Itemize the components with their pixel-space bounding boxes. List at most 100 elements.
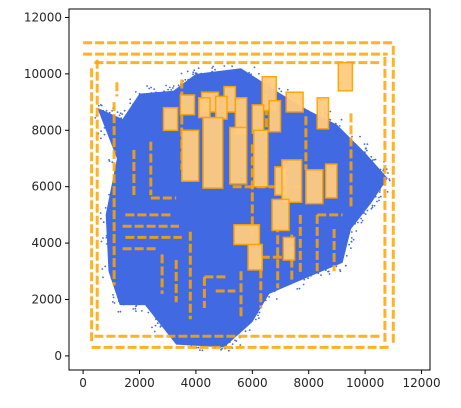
data-point <box>129 102 132 105</box>
data-point <box>100 137 102 140</box>
data-point <box>135 304 138 306</box>
data-point <box>335 127 338 130</box>
data-point <box>151 311 154 314</box>
data-point <box>280 90 283 93</box>
data-point <box>180 72 183 75</box>
data-point <box>122 299 124 302</box>
data-point <box>214 68 216 71</box>
data-point <box>360 217 362 220</box>
data-point <box>147 311 150 314</box>
plot-frame <box>68 8 431 371</box>
data-point <box>257 317 260 320</box>
data-point <box>110 277 113 280</box>
data-point <box>363 212 365 215</box>
data-point <box>150 86 153 89</box>
data-point <box>117 300 120 303</box>
data-point <box>211 67 214 69</box>
data-point <box>134 307 137 310</box>
y-tick-label: 10000 <box>24 67 62 81</box>
data-point <box>116 171 119 173</box>
plot-area <box>83 41 395 352</box>
data-point <box>349 147 351 149</box>
data-point <box>198 78 200 81</box>
data-point <box>162 322 164 324</box>
data-point <box>97 104 100 107</box>
data-point <box>94 116 97 119</box>
data-point <box>366 209 369 212</box>
data-point <box>102 276 104 279</box>
data-point <box>372 190 375 193</box>
data-point <box>134 106 137 109</box>
data-point <box>329 110 332 113</box>
data-point <box>119 112 122 114</box>
data-point <box>317 272 320 275</box>
data-point <box>355 144 358 147</box>
data-point <box>180 339 183 342</box>
data-point <box>329 119 332 121</box>
data-point <box>278 87 281 90</box>
box-15 <box>229 126 248 185</box>
data-point <box>341 240 344 243</box>
data-point <box>351 135 353 138</box>
data-point <box>371 159 374 162</box>
data-point <box>187 78 190 81</box>
data-point <box>273 290 276 293</box>
data-point <box>133 109 136 112</box>
data-point <box>258 72 260 75</box>
data-point <box>111 301 114 303</box>
data-point <box>199 349 201 351</box>
data-point <box>103 133 106 136</box>
data-point <box>372 169 374 172</box>
data-point <box>103 127 106 129</box>
data-point <box>115 291 118 294</box>
data-point <box>223 65 226 67</box>
y-tick-label: 8000 <box>31 123 62 137</box>
data-point <box>133 299 136 302</box>
data-point <box>141 310 143 312</box>
data-point <box>225 344 228 346</box>
data-point <box>166 92 169 95</box>
data-point <box>370 162 373 164</box>
y-tick-label: 12000 <box>24 10 62 24</box>
data-point <box>116 163 119 166</box>
data-point <box>255 318 257 321</box>
data-point <box>253 66 256 69</box>
data-point <box>113 302 116 304</box>
data-point <box>176 339 178 342</box>
data-point <box>373 204 376 207</box>
data-point <box>379 186 381 188</box>
data-point <box>108 255 111 258</box>
data-point <box>123 109 126 112</box>
data-point <box>370 207 373 210</box>
x-tick-label: 0 <box>79 376 87 390</box>
x-tick-label: 2000 <box>124 376 155 390</box>
data-point <box>379 171 382 174</box>
data-point <box>100 240 103 243</box>
data-point <box>310 274 312 277</box>
data-point <box>121 113 124 115</box>
data-point <box>347 229 350 232</box>
data-point <box>357 221 359 224</box>
data-point <box>377 171 379 174</box>
data-point <box>249 75 252 77</box>
data-point <box>302 283 305 286</box>
data-point <box>117 287 120 289</box>
data-point <box>106 209 109 212</box>
data-point <box>234 339 236 342</box>
data-point <box>374 195 377 198</box>
data-point <box>103 111 106 113</box>
data-point <box>335 134 337 137</box>
data-point <box>134 91 137 93</box>
box-3 <box>162 106 179 132</box>
data-point <box>248 71 251 74</box>
data-point <box>109 208 112 211</box>
data-point <box>192 71 195 74</box>
data-point <box>117 118 120 120</box>
boxes-layer <box>162 61 354 271</box>
data-point <box>209 339 211 342</box>
x-tick-label: 8000 <box>293 376 324 390</box>
data-point <box>350 247 352 250</box>
data-point <box>201 349 204 352</box>
data-point <box>111 115 113 118</box>
data-point <box>253 308 256 310</box>
